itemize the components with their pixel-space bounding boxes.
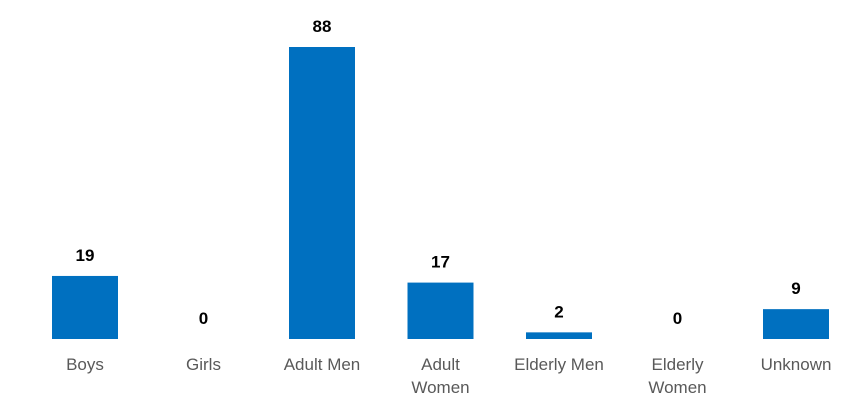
category-label-adult-men: Adult Men bbox=[284, 355, 361, 374]
value-label-girls: 0 bbox=[199, 309, 208, 328]
bar-elderly-men bbox=[526, 332, 592, 339]
category-label-line: Boys bbox=[66, 355, 104, 374]
bar-unknown bbox=[763, 309, 829, 339]
value-label-elderly-men: 2 bbox=[554, 302, 563, 321]
value-label-adult-women: 17 bbox=[431, 253, 450, 272]
value-label-adult-men: 88 bbox=[313, 17, 332, 36]
category-label-elderly-men: Elderly Men bbox=[514, 355, 604, 374]
bar-boys bbox=[52, 275, 118, 339]
category-label-adult-women: Adult Women bbox=[411, 355, 469, 395]
value-label-elderly-women: 0 bbox=[673, 309, 682, 328]
value-labels-group: 19 0 88 17 2 0 9 bbox=[76, 17, 801, 328]
category-label-unknown: Unknown bbox=[761, 355, 832, 374]
category-label-line: Elderly bbox=[652, 355, 704, 374]
category-label-line: Girls bbox=[186, 355, 221, 374]
category-label-boys: Boys bbox=[66, 355, 104, 374]
value-label-unknown: 9 bbox=[791, 279, 800, 298]
category-label-girls: Girls bbox=[186, 355, 221, 374]
category-labels-group: Boys Girls Adult Men Adult Women Elderly Men E… bbox=[66, 355, 831, 395]
category-label-line: Adult bbox=[421, 355, 460, 374]
category-label-line: Women bbox=[648, 378, 706, 395]
bar-adult-men bbox=[289, 47, 355, 339]
bars-group bbox=[52, 47, 829, 339]
bar-adult-women bbox=[407, 282, 474, 339]
category-label-line: Unknown bbox=[761, 355, 832, 374]
category-label-elderly-women: Elderly Women bbox=[648, 355, 706, 395]
value-label-boys: 19 bbox=[76, 246, 95, 265]
category-label-line: Women bbox=[411, 378, 469, 395]
category-label-line: Elderly Men bbox=[514, 355, 604, 374]
category-label-line: Adult Men bbox=[284, 355, 361, 374]
